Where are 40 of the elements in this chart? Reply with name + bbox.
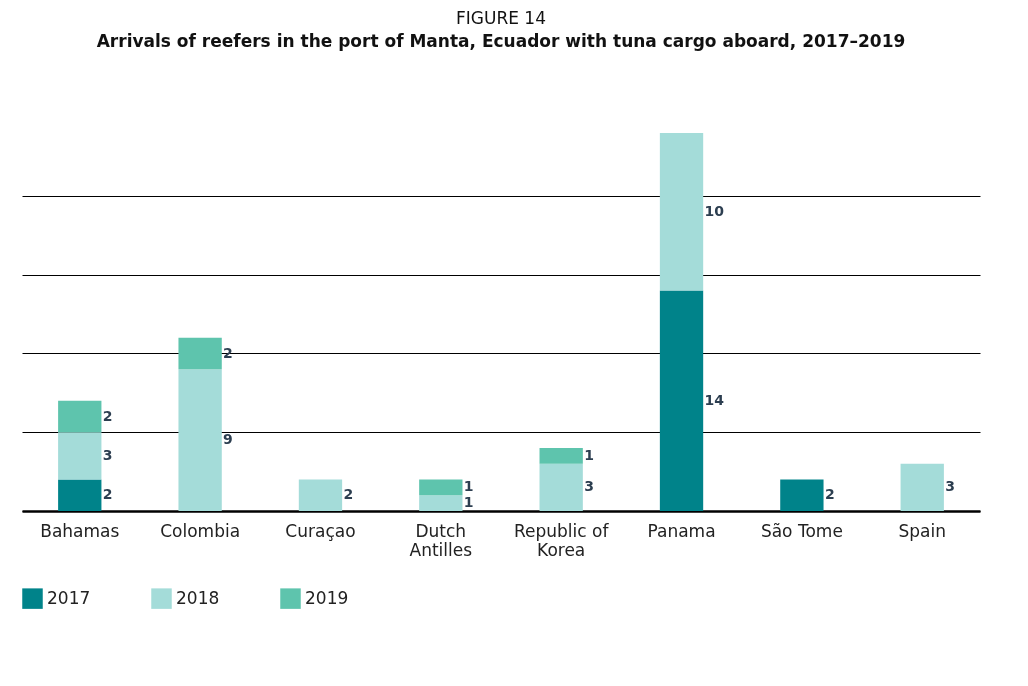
bar (58, 400, 102, 433)
data-label: 3 (102, 446, 113, 463)
data-label: 9 (223, 431, 233, 448)
bar (298, 479, 343, 511)
data-label: 2 (343, 486, 354, 503)
chart-title: FIGURE 14 (456, 8, 546, 28)
bar (539, 448, 583, 464)
data-label: 1 (463, 478, 474, 495)
x-tick-label: Dutch Antilles (409, 520, 473, 560)
x-tick-label: Spain (898, 520, 946, 541)
data-label: 3 (584, 478, 594, 495)
data-label: 2 (102, 486, 113, 503)
bar (659, 290, 704, 511)
data-label: 3 (945, 478, 955, 495)
data-label: 2 (102, 407, 113, 424)
x-tick-label: Panama (647, 520, 716, 541)
x-tick-label: Republic of Korea (513, 520, 610, 560)
bar (58, 479, 102, 511)
x-tick-label: Bahamas (40, 520, 120, 541)
bar (780, 479, 824, 511)
bar (178, 337, 222, 370)
bar (900, 463, 944, 511)
data-label: 10 (704, 202, 725, 219)
legend-label: 2017 (47, 587, 91, 608)
bar (419, 495, 463, 511)
legend-label: 2018 (176, 587, 220, 608)
x-tick-label: Curaçao (285, 520, 356, 541)
x-tick-label: Colombia (160, 520, 241, 541)
data-label: 1 (463, 494, 474, 511)
bar (419, 479, 463, 496)
data-label: 14 (704, 391, 725, 408)
bar (539, 463, 583, 511)
bar (58, 432, 102, 480)
bar (659, 133, 704, 291)
x-tick-label: São Tome (760, 520, 843, 541)
chart-subtitle: Arrivals of reefers in the port of Manta, Ecuador with tuna cargo aboard, 2017–2019 (96, 31, 906, 51)
data-label: 2 (824, 486, 835, 503)
legend-label: 2019 (305, 587, 349, 608)
data-label: 1 (584, 446, 594, 463)
bar (178, 369, 222, 511)
